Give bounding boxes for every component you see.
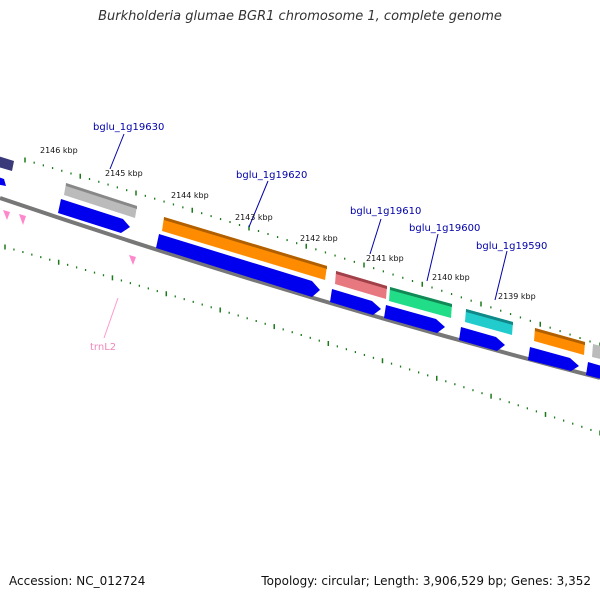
gene-block-bglu-1g19600[interactable] (389, 287, 452, 318)
cds-arrow-right-partial (586, 362, 600, 379)
topology-text: Topology: circular; Length: 3,906,529 bp… (261, 574, 591, 588)
cds-arrow-bglu-1g19610[interactable] (330, 289, 381, 315)
trna-marker-trnl2[interactable] (129, 255, 136, 265)
scale-label: 2140 kbp (432, 273, 470, 282)
cds-arrow-bglu-1g19590[interactable] (459, 327, 505, 351)
gene-block-right-gray-partial (592, 344, 600, 359)
leader-line-trnl2 (103, 297, 119, 339)
inner-tick-row (4, 244, 600, 436)
gene-block-right-orange[interactable] (534, 328, 585, 355)
genome-backbone (0, 196, 600, 380)
scale-label: 2141 kbp (366, 254, 404, 263)
scale-label: 2146 kbp (40, 146, 78, 155)
gene-label-bglu-1g19610[interactable]: bglu_1g19610 (350, 206, 421, 217)
cds-arrow-bglu-1g19600[interactable] (384, 305, 445, 333)
scale-label: 2143 kbp (235, 213, 273, 222)
gene-block-bglu-1g19610[interactable] (335, 271, 387, 299)
scale-label: 2145 kbp (105, 169, 143, 178)
trna-marker-2 (19, 214, 26, 225)
gene-label-bglu-1g19600[interactable]: bglu_1g19600 (409, 223, 480, 234)
map-title: Burkholderia glumae BGR1 chromosome 1, c… (98, 9, 502, 24)
accession-text: Accession: NC_012724 (9, 574, 146, 588)
cds-arrow-right[interactable] (528, 347, 579, 371)
leader-line-bglu-1g19630 (109, 133, 125, 170)
trna-label-trnl2[interactable]: trnL2 (90, 342, 116, 353)
leader-line-bglu-1g19600 (426, 233, 439, 282)
gene-label-bglu-1g19630[interactable]: bglu_1g19630 (93, 122, 164, 133)
gene-label-bglu-1g19620[interactable]: bglu_1g19620 (236, 170, 307, 181)
cds-arrow-bglu-1g19620[interactable] (156, 234, 320, 297)
outer-tick-row (24, 157, 600, 348)
cds-arrow-bglu-1g19630[interactable] (58, 199, 130, 233)
gene-block-bglu-1g19620[interactable] (162, 217, 327, 280)
leader-line-bglu-1g19610 (369, 218, 382, 255)
scale-label: 2142 kbp (300, 234, 338, 243)
trna-marker-1 (3, 210, 10, 220)
scale-label: 2144 kbp (171, 191, 209, 200)
leader-line-bglu-1g19590 (494, 250, 508, 301)
gene-label-bglu-1g19590[interactable]: bglu_1g19590 (476, 241, 547, 252)
partial-cds-arrow-left (0, 177, 6, 186)
scale-label: 2139 kbp (498, 292, 536, 301)
partial-gene-left (0, 156, 14, 171)
gene-block-bglu-1g19630[interactable] (64, 183, 137, 218)
gene-block-bglu-1g19590[interactable] (465, 309, 513, 335)
leader-line-bglu-1g19620 (248, 180, 269, 228)
